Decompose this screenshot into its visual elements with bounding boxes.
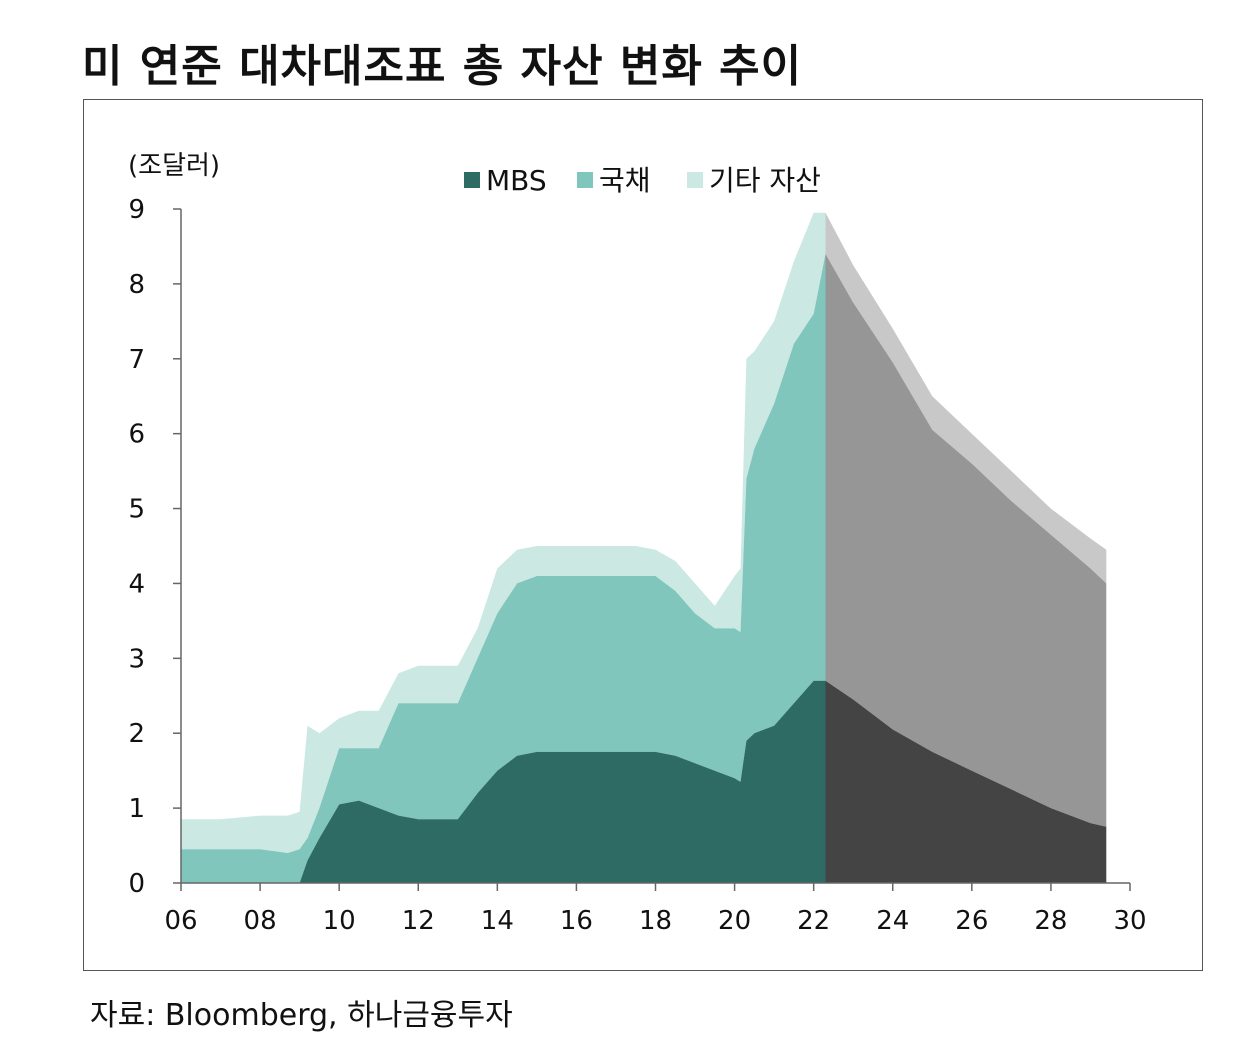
legend-other-assets-label: 기타 자산 <box>709 164 821 197</box>
x-tick-label: 26 <box>955 906 988 936</box>
x-tick-label: 24 <box>876 906 909 936</box>
source-note: 자료: Bloomberg, 하나금융투자 <box>90 998 513 1033</box>
y-tick-label: 5 <box>128 495 145 525</box>
chart-frame <box>83 99 1203 971</box>
x-tick-label: 10 <box>323 906 356 936</box>
y-tick-label: 0 <box>128 869 145 899</box>
y-tick-label: 4 <box>128 569 145 599</box>
x-tick-label: 18 <box>639 906 672 936</box>
area-actual-treasury <box>181 253 826 883</box>
x-tick-label: 08 <box>244 906 277 936</box>
y-tick-label: 2 <box>128 719 145 749</box>
legend-treasury-label: 국채 <box>599 164 651 197</box>
x-tick-label: 12 <box>402 906 435 936</box>
x-tick-label: 20 <box>718 906 751 936</box>
chart-title: 미 연준 대차대조표 총 자산 변화 추이 <box>82 41 803 92</box>
legend-mbs-label: MBS <box>486 164 547 197</box>
area-projection-treasury <box>825 253 1107 827</box>
x-tick-label: 22 <box>797 906 830 936</box>
legend-other-assets-swatch <box>687 172 703 188</box>
x-tick-label: 14 <box>481 906 514 936</box>
area-projection-other-assets <box>825 212 1107 584</box>
legend: MBS 국채 기타 자산 <box>464 164 821 197</box>
y-tick-label: 6 <box>128 420 145 450</box>
area-layer <box>181 212 1107 883</box>
x-tick-label: 06 <box>164 906 197 936</box>
x-tick-label: 30 <box>1113 906 1146 936</box>
legend-treasury-swatch <box>577 172 593 188</box>
legend-mbs-swatch <box>464 172 480 188</box>
y-tick-label: 3 <box>128 644 145 674</box>
area-projection-mbs <box>825 680 1107 883</box>
y-tick-label: 1 <box>128 794 145 824</box>
area-actual-mbs <box>181 680 826 883</box>
x-tick-label: 28 <box>1034 906 1067 936</box>
y-tick-label: 8 <box>128 270 145 300</box>
y-tick-label: 7 <box>128 345 145 375</box>
y-axis-unit-label: (조달러) <box>128 151 220 181</box>
x-tick-label: 16 <box>560 906 593 936</box>
y-tick-label: 9 <box>128 195 145 225</box>
